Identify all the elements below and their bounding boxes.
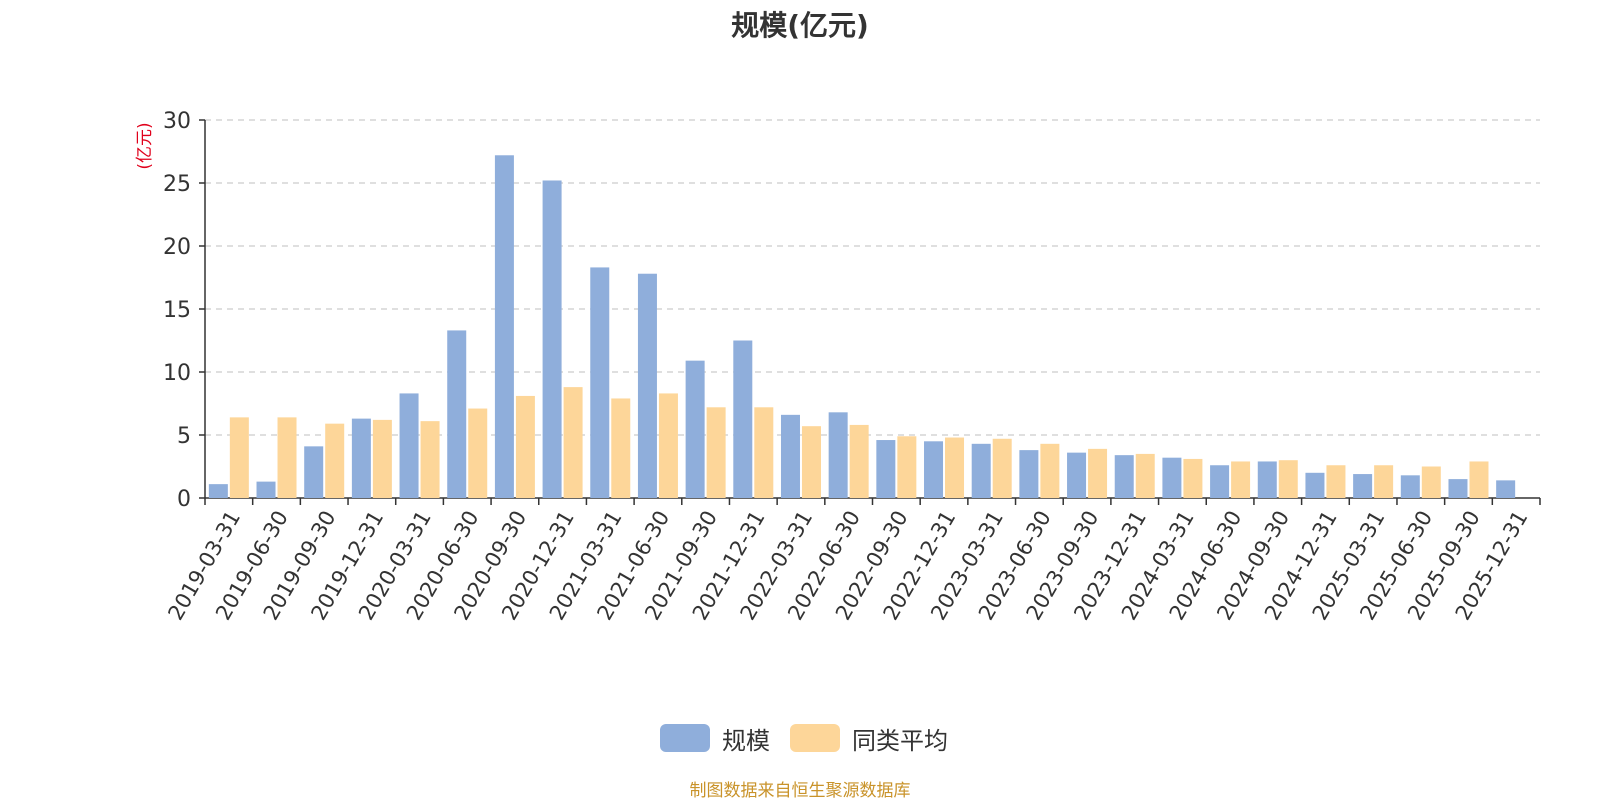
bar-scale bbox=[828, 412, 848, 498]
bar-peer-average bbox=[992, 438, 1012, 498]
bar-scale bbox=[1353, 474, 1373, 498]
legend-swatch-peer-average bbox=[790, 724, 840, 752]
bar-peer-average bbox=[611, 398, 631, 498]
bar-peer-average bbox=[515, 395, 535, 498]
bar-scale bbox=[1114, 455, 1134, 498]
bar-peer-average bbox=[897, 436, 917, 498]
y-tick-label: 25 bbox=[163, 172, 191, 197]
bar-scale bbox=[351, 418, 371, 498]
bar-scale bbox=[399, 393, 419, 498]
bar-peer-average bbox=[754, 407, 774, 498]
bar-peer-average bbox=[1278, 460, 1298, 498]
legend-label-scale: 规模 bbox=[722, 726, 770, 755]
y-axis-label: (亿元) bbox=[135, 122, 155, 169]
bar-scale bbox=[685, 360, 705, 498]
bar-peer-average bbox=[468, 408, 488, 498]
legend-label-peer-average: 同类平均 bbox=[852, 726, 948, 755]
y-tick-label: 30 bbox=[163, 109, 191, 134]
data-source-footer: 制图数据来自恒生聚源数据库 bbox=[689, 781, 911, 801]
bar-scale bbox=[256, 481, 276, 498]
y-tick-label: 0 bbox=[177, 487, 191, 512]
bar-scale bbox=[1400, 475, 1420, 498]
bar-peer-average bbox=[706, 407, 726, 498]
bar-scale bbox=[1496, 480, 1516, 498]
bar-scale bbox=[1305, 472, 1325, 498]
bar-peer-average bbox=[1469, 461, 1489, 498]
bar-peer-average bbox=[1326, 465, 1346, 498]
bar-peer-average bbox=[1040, 443, 1060, 498]
bar-scale bbox=[876, 440, 896, 498]
bar-peer-average bbox=[1183, 458, 1203, 498]
bar-peer-average bbox=[658, 393, 678, 498]
legend: 规模 同类平均 bbox=[660, 720, 980, 760]
bar-scale bbox=[1257, 461, 1277, 498]
bar-peer-average bbox=[1088, 448, 1108, 498]
bar-scale bbox=[1162, 457, 1182, 498]
bar-chart: 051015202530(亿元)2019-03-312019-06-302019… bbox=[135, 109, 1541, 624]
bar-scale bbox=[590, 267, 610, 498]
y-tick-label: 15 bbox=[163, 298, 191, 323]
bar-scale bbox=[733, 340, 753, 498]
bar-scale bbox=[924, 441, 944, 498]
bar-peer-average bbox=[1135, 453, 1155, 498]
bar-peer-average bbox=[277, 417, 297, 498]
y-tick-label: 5 bbox=[177, 424, 191, 449]
bar-peer-average bbox=[1231, 461, 1251, 498]
legend-item-scale[interactable]: 规模 bbox=[660, 720, 770, 756]
bar-scale bbox=[304, 446, 324, 498]
bar-scale bbox=[542, 180, 562, 499]
bar-peer-average bbox=[420, 421, 440, 498]
bar-scale bbox=[637, 273, 657, 498]
bar-peer-average bbox=[325, 423, 345, 498]
bar-peer-average bbox=[945, 437, 965, 498]
legend-swatch-scale bbox=[660, 724, 710, 752]
bar-peer-average bbox=[1421, 466, 1441, 498]
bar-scale bbox=[1210, 465, 1230, 498]
bar-peer-average bbox=[372, 419, 392, 498]
bar-peer-average bbox=[1374, 465, 1394, 498]
bar-scale bbox=[1448, 479, 1468, 498]
bar-scale bbox=[971, 443, 991, 498]
bar-scale bbox=[1019, 450, 1039, 498]
bar-peer-average bbox=[801, 426, 821, 498]
bar-scale bbox=[447, 330, 467, 498]
bar-scale bbox=[494, 155, 514, 498]
y-tick-label: 20 bbox=[163, 235, 191, 260]
legend-item-peer-average[interactable]: 同类平均 bbox=[790, 720, 948, 756]
bar-scale bbox=[208, 484, 228, 498]
chart-title: 规模(亿元) bbox=[731, 9, 869, 42]
y-tick-label: 10 bbox=[163, 361, 191, 386]
bar-peer-average bbox=[229, 417, 249, 498]
bar-peer-average bbox=[563, 387, 583, 498]
bar-peer-average bbox=[849, 424, 869, 498]
bar-scale bbox=[780, 414, 800, 498]
bar-scale bbox=[1067, 452, 1087, 498]
